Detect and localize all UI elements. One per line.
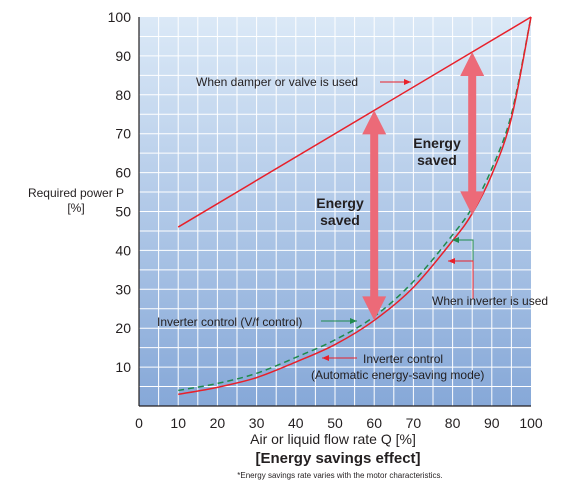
chart-note: *Energy savings rate varies with the mot… — [237, 471, 443, 480]
x-tick-label: 20 — [210, 415, 226, 431]
energy-saved-left-line1: Energy — [316, 195, 364, 211]
y-axis-label-line1: Required power P — [27, 186, 125, 200]
x-tick-label: 70 — [406, 415, 422, 431]
x-tick-label: 90 — [484, 415, 500, 431]
energy-saved-arrow-2 — [460, 52, 485, 216]
auto-label-line1: Inverter control — [363, 352, 443, 366]
x-tick-label: 100 — [519, 415, 543, 431]
inverter-used-label: When inverter is used — [432, 294, 548, 308]
y-tick-label: 70 — [115, 126, 131, 142]
vf-control-curve — [178, 16, 532, 392]
y-tick-label: 40 — [115, 242, 131, 258]
energy-saved-left-line2: saved — [320, 212, 360, 228]
y-tick-label: 20 — [115, 320, 131, 336]
axes — [138, 17, 531, 407]
auto-pointer-head — [322, 355, 329, 361]
inverter-pointer-green-head — [452, 237, 459, 243]
y-tick-label: 90 — [115, 48, 131, 64]
energy-saved-arrow-1 — [362, 110, 387, 321]
damper-label: When damper or valve is used — [196, 75, 358, 89]
x-tick-label: 40 — [288, 415, 304, 431]
y-tick-label: 30 — [115, 281, 131, 297]
x-axis-label: Air or liquid flow rate Q [%] — [250, 431, 416, 447]
x-tick-label: 60 — [366, 415, 382, 431]
y-axis-label-line2: [%] — [67, 201, 85, 215]
energy-saved-arrows — [362, 52, 485, 321]
inverter-pointer-red — [448, 260, 474, 299]
y-axis-label: Required power P [%] — [24, 186, 128, 216]
x-tick-label: 30 — [249, 415, 265, 431]
chart-title: [Energy savings effect] — [255, 450, 421, 467]
x-tick-label: 0 — [135, 415, 143, 431]
x-tick-label: 80 — [445, 415, 461, 431]
y-tick-label: 60 — [115, 165, 131, 181]
energy-saved-right-line1: Energy — [413, 135, 461, 151]
auto-label-line2: (Automatic energy-saving mode) — [311, 368, 484, 382]
x-tick-label: 10 — [170, 415, 186, 431]
auto-energy-saving-curve — [178, 16, 532, 396]
annotation-labels: When damper or valve is used Inverter co… — [157, 75, 548, 382]
y-tick-label: 50 — [115, 204, 131, 220]
vf-pointer-head — [350, 318, 357, 324]
damper-pointer-head — [404, 79, 411, 85]
annotation-pointers — [321, 79, 474, 361]
y-tick-label: 100 — [108, 9, 132, 25]
tick-labels: 0 10 20 30 40 50 60 70 80 90 100 10 20 30 40 50 60 70 80 90… — [108, 9, 543, 431]
x-tick-label: 50 — [327, 415, 343, 431]
energy-saved-right-line2: saved — [417, 152, 457, 168]
vf-label: Inverter control (V/f control) — [157, 315, 302, 329]
inverter-pointer-red-head — [448, 258, 455, 264]
y-tick-label: 10 — [115, 359, 131, 375]
y-tick-label: 80 — [115, 87, 131, 103]
